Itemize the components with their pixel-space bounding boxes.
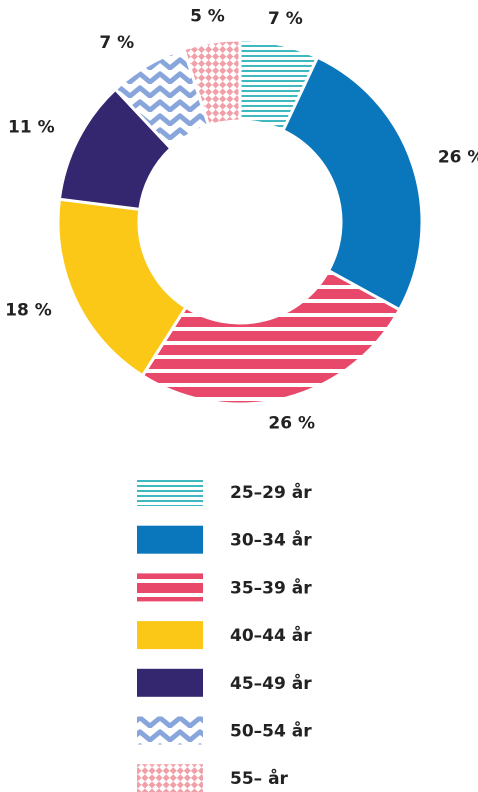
slice-label: 7 %	[99, 33, 134, 53]
legend-swatch	[137, 621, 203, 650]
legend-swatch	[137, 716, 203, 745]
legend-label: 35–39 år	[230, 576, 312, 598]
legend-label: 30–34 år	[230, 529, 312, 551]
slice-label: 5 %	[190, 7, 225, 27]
legend-swatch	[137, 668, 203, 697]
legend-label: 40–44 år	[230, 624, 312, 646]
slice-label: 26 %	[268, 413, 315, 433]
donut-slice	[181, 38, 242, 128]
donut-slice	[56, 197, 188, 378]
legend-label: 55– år	[230, 767, 289, 789]
legend-swatch	[137, 478, 203, 506]
donut-slice	[140, 268, 402, 406]
legend-swatch	[137, 573, 203, 602]
slice-label: 11 %	[8, 118, 55, 138]
legend-label: 25–29 år	[230, 481, 312, 503]
legend-label: 50–54 år	[230, 720, 312, 742]
legend-label: 45–49 år	[230, 672, 312, 694]
slice-label: 7 %	[268, 9, 303, 29]
legend-swatch	[137, 525, 203, 554]
slice-label: 18 %	[5, 301, 52, 321]
legend-swatch	[137, 764, 203, 792]
slice-label: 26 %	[438, 148, 478, 168]
donut-slice	[281, 55, 424, 312]
